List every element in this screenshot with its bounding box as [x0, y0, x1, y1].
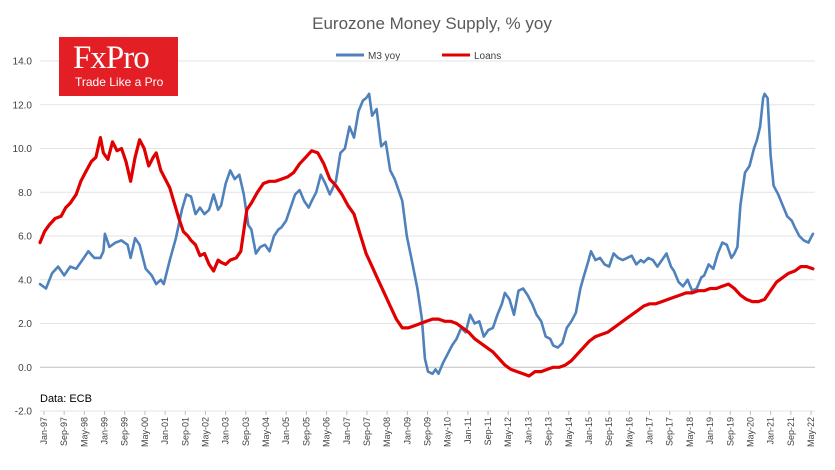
- x-tick-label: May-16: [624, 417, 634, 447]
- x-tick-label: Jan-09: [402, 417, 412, 445]
- x-tick-label: May-12: [503, 417, 513, 447]
- x-tick-label: Jan-01: [160, 417, 170, 445]
- x-tick-label: Sep-03: [241, 417, 251, 446]
- x-tick-label: Sep-07: [362, 417, 372, 446]
- x-tick-label: Jan-05: [281, 417, 291, 445]
- y-tick-label: 12.0: [13, 100, 33, 111]
- x-tick-label: May-20: [745, 417, 755, 447]
- x-tick-label: Jan-99: [100, 417, 110, 445]
- x-tick-label: May-02: [200, 417, 210, 447]
- x-tick-label: May-06: [322, 417, 332, 447]
- legend: M3 yoy Loans: [336, 51, 501, 62]
- y-tick-label: 10.0: [13, 144, 33, 155]
- gridlines: [40, 60, 815, 412]
- x-tick-label: May-22: [806, 417, 816, 447]
- legend-label-loans: Loans: [474, 51, 501, 62]
- chart-title: Eurozone Money Supply, % yoy: [312, 14, 552, 33]
- series-layer: [38, 92, 815, 378]
- x-tick-label: Jan-11: [463, 417, 473, 444]
- x-tick-label: May-98: [79, 417, 89, 447]
- x-tick-label: Sep-15: [604, 417, 614, 446]
- y-tick-label: 8.0: [18, 188, 32, 199]
- x-tick-label: Jan-17: [645, 417, 655, 445]
- y-axis: -2.0 0.0 2.0 4.0 6.0 8.0 10.0 12.0 14.0: [13, 57, 33, 418]
- y-tick-label: 2.0: [18, 319, 32, 330]
- x-tick-label: Sep-01: [180, 417, 190, 446]
- y-tick-label: 0.0: [18, 363, 32, 374]
- x-tick-label: Jan-21: [766, 417, 776, 445]
- fxpro-logo: FxPro Trade Like a Pro: [59, 37, 178, 96]
- x-tick-label: May-10: [443, 417, 453, 447]
- y-tick-label: 6.0: [18, 232, 32, 243]
- series-line-loans: [38, 136, 815, 378]
- x-tick-label: May-18: [685, 417, 695, 447]
- x-tick-label: May-04: [261, 417, 271, 447]
- source-note: Data: ECB: [40, 393, 92, 405]
- logo-tagline: Trade Like a Pro: [75, 75, 164, 89]
- x-tick-label: Sep-19: [725, 417, 735, 446]
- x-tick-label: May-14: [564, 417, 574, 447]
- x-tick-label: Sep-17: [665, 417, 675, 446]
- x-tick-label: Jan-97: [39, 417, 49, 445]
- y-tick-label: 4.0: [18, 275, 32, 286]
- x-tick-label: Jan-07: [342, 417, 352, 445]
- x-tick-label: Sep-99: [120, 417, 130, 446]
- series-line-m3: [38, 92, 815, 376]
- x-tick-label: Sep-11: [483, 417, 493, 445]
- x-tick-label: Jan-03: [221, 417, 231, 445]
- x-tick-label: Sep-05: [301, 417, 311, 446]
- x-tick-label: Jan-19: [705, 417, 715, 445]
- legend-label-m3: M3 yoy: [368, 51, 400, 62]
- x-tick-label: Sep-13: [544, 417, 554, 446]
- x-tick-label: Sep-09: [423, 417, 433, 446]
- x-tick-label: May-00: [140, 417, 150, 447]
- y-tick-label: 14.0: [13, 57, 33, 68]
- y-tick-label: -2.0: [15, 407, 33, 418]
- x-tick-label: May-08: [382, 417, 392, 447]
- x-tick-label: Jan-13: [523, 417, 533, 445]
- logo-brand: FxPro: [73, 40, 150, 76]
- x-tick-label: Sep-21: [786, 417, 796, 446]
- x-tick-label: Jan-15: [584, 417, 594, 445]
- x-axis: Jan-97 Sep-97 May-98 Jan-99 Sep-99 May-00 Jan-…: [39, 411, 816, 447]
- x-tick-label: Sep-97: [59, 417, 69, 446]
